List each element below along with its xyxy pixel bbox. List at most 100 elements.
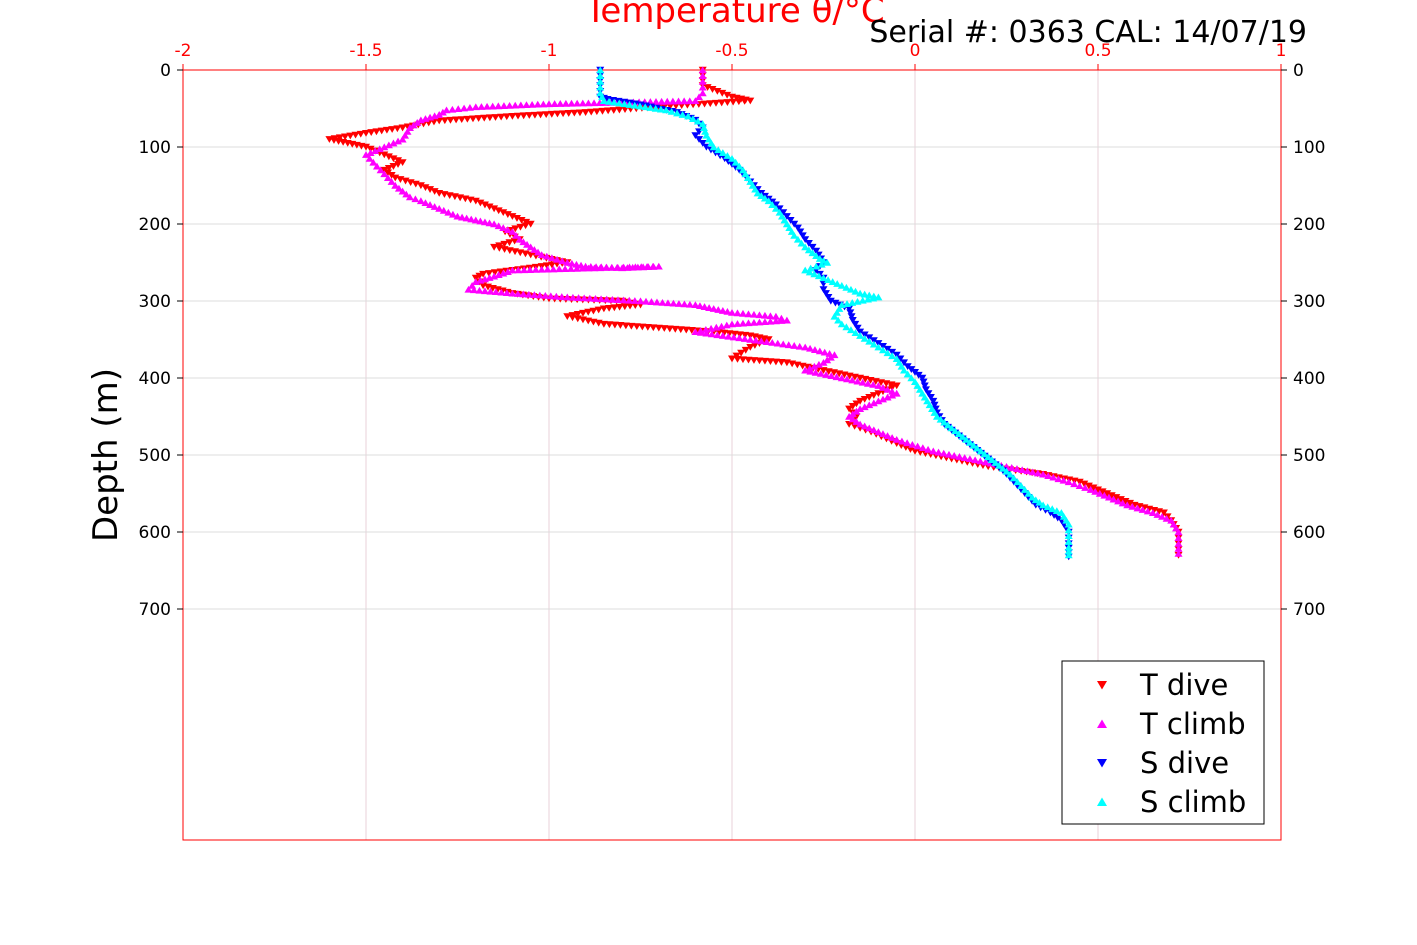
data-point xyxy=(714,306,723,313)
data-point xyxy=(738,309,747,317)
data-point xyxy=(888,387,897,395)
data-point xyxy=(541,292,550,299)
data-point xyxy=(731,158,740,166)
legend-marker xyxy=(1097,681,1107,690)
data-point xyxy=(676,326,685,334)
data-point xyxy=(708,86,717,93)
data-point xyxy=(764,197,773,205)
data-point xyxy=(674,300,683,307)
data-point xyxy=(469,286,478,294)
data-point xyxy=(782,316,791,324)
data-point xyxy=(865,334,874,342)
data-point xyxy=(1031,496,1040,504)
data-point xyxy=(755,318,764,326)
data-point xyxy=(673,109,682,117)
data-point xyxy=(749,318,758,326)
data-point xyxy=(439,206,448,214)
data-point xyxy=(1064,551,1073,559)
data-point xyxy=(853,297,862,305)
data-point xyxy=(717,322,726,330)
data-point xyxy=(801,243,810,251)
data-point xyxy=(842,283,851,291)
series-s-climb xyxy=(596,66,1073,559)
data-point xyxy=(883,393,892,401)
data-point xyxy=(856,420,865,428)
data-point xyxy=(845,405,854,413)
data-point xyxy=(1053,514,1062,522)
data-point xyxy=(766,317,775,325)
data-point xyxy=(656,105,665,113)
legend-label: S climb xyxy=(1140,785,1246,819)
data-point xyxy=(842,323,851,331)
data-point xyxy=(1133,504,1142,512)
data-point xyxy=(1006,470,1015,478)
data-point xyxy=(808,243,817,251)
data-point xyxy=(709,305,718,312)
data-point xyxy=(790,231,799,239)
data-point xyxy=(387,172,396,179)
data-point xyxy=(508,266,517,274)
data-point xyxy=(824,293,833,301)
data-point xyxy=(567,99,576,107)
data-point xyxy=(940,418,949,426)
data-point xyxy=(595,99,604,107)
data-point xyxy=(810,346,819,353)
data-point xyxy=(552,292,561,300)
y-tick-label: 200 xyxy=(139,215,171,235)
data-point xyxy=(918,374,927,382)
data-point xyxy=(667,107,676,115)
y-tick-label: 600 xyxy=(139,523,171,543)
data-point xyxy=(641,103,650,111)
data-point xyxy=(605,97,614,105)
data-point xyxy=(805,364,814,372)
data-point xyxy=(804,246,813,254)
data-point xyxy=(546,292,555,300)
data-point xyxy=(853,324,862,332)
data-point xyxy=(596,83,605,91)
data-point xyxy=(1162,514,1171,522)
data-point xyxy=(888,352,897,360)
data-point xyxy=(729,98,738,106)
data-point xyxy=(462,214,471,222)
data-point xyxy=(924,390,933,397)
data-point xyxy=(955,453,964,460)
data-point xyxy=(680,300,689,308)
data-point xyxy=(497,113,506,121)
data-point xyxy=(463,115,472,123)
data-point xyxy=(525,266,534,273)
data-point xyxy=(851,287,860,295)
data-point xyxy=(1048,505,1057,513)
data-point xyxy=(607,263,616,271)
data-point xyxy=(833,280,842,287)
data-point xyxy=(610,98,619,106)
data-point xyxy=(921,386,930,394)
data-point xyxy=(820,348,829,356)
data-point xyxy=(960,454,969,461)
data-point xyxy=(610,321,619,329)
data-point xyxy=(537,265,546,273)
data-point xyxy=(874,340,883,347)
data-point xyxy=(499,102,508,109)
data-point xyxy=(723,152,732,159)
data-point xyxy=(965,438,974,446)
data-point xyxy=(497,288,506,296)
data-point xyxy=(771,317,780,325)
data-point xyxy=(771,205,780,212)
data-point xyxy=(468,115,477,123)
data-point xyxy=(828,278,837,285)
data-point xyxy=(851,320,860,328)
data-point xyxy=(684,112,693,120)
data-point xyxy=(643,263,652,270)
data-point xyxy=(1039,470,1048,478)
grid xyxy=(182,70,1282,840)
data-point xyxy=(1143,507,1152,515)
data-point xyxy=(502,113,511,121)
data-point xyxy=(491,288,500,296)
data-point xyxy=(762,338,771,346)
data-point xyxy=(863,379,872,387)
data-point xyxy=(814,360,823,368)
data-point xyxy=(564,110,573,117)
data-point xyxy=(516,101,525,109)
data-point xyxy=(411,195,420,203)
data-point xyxy=(757,192,766,199)
